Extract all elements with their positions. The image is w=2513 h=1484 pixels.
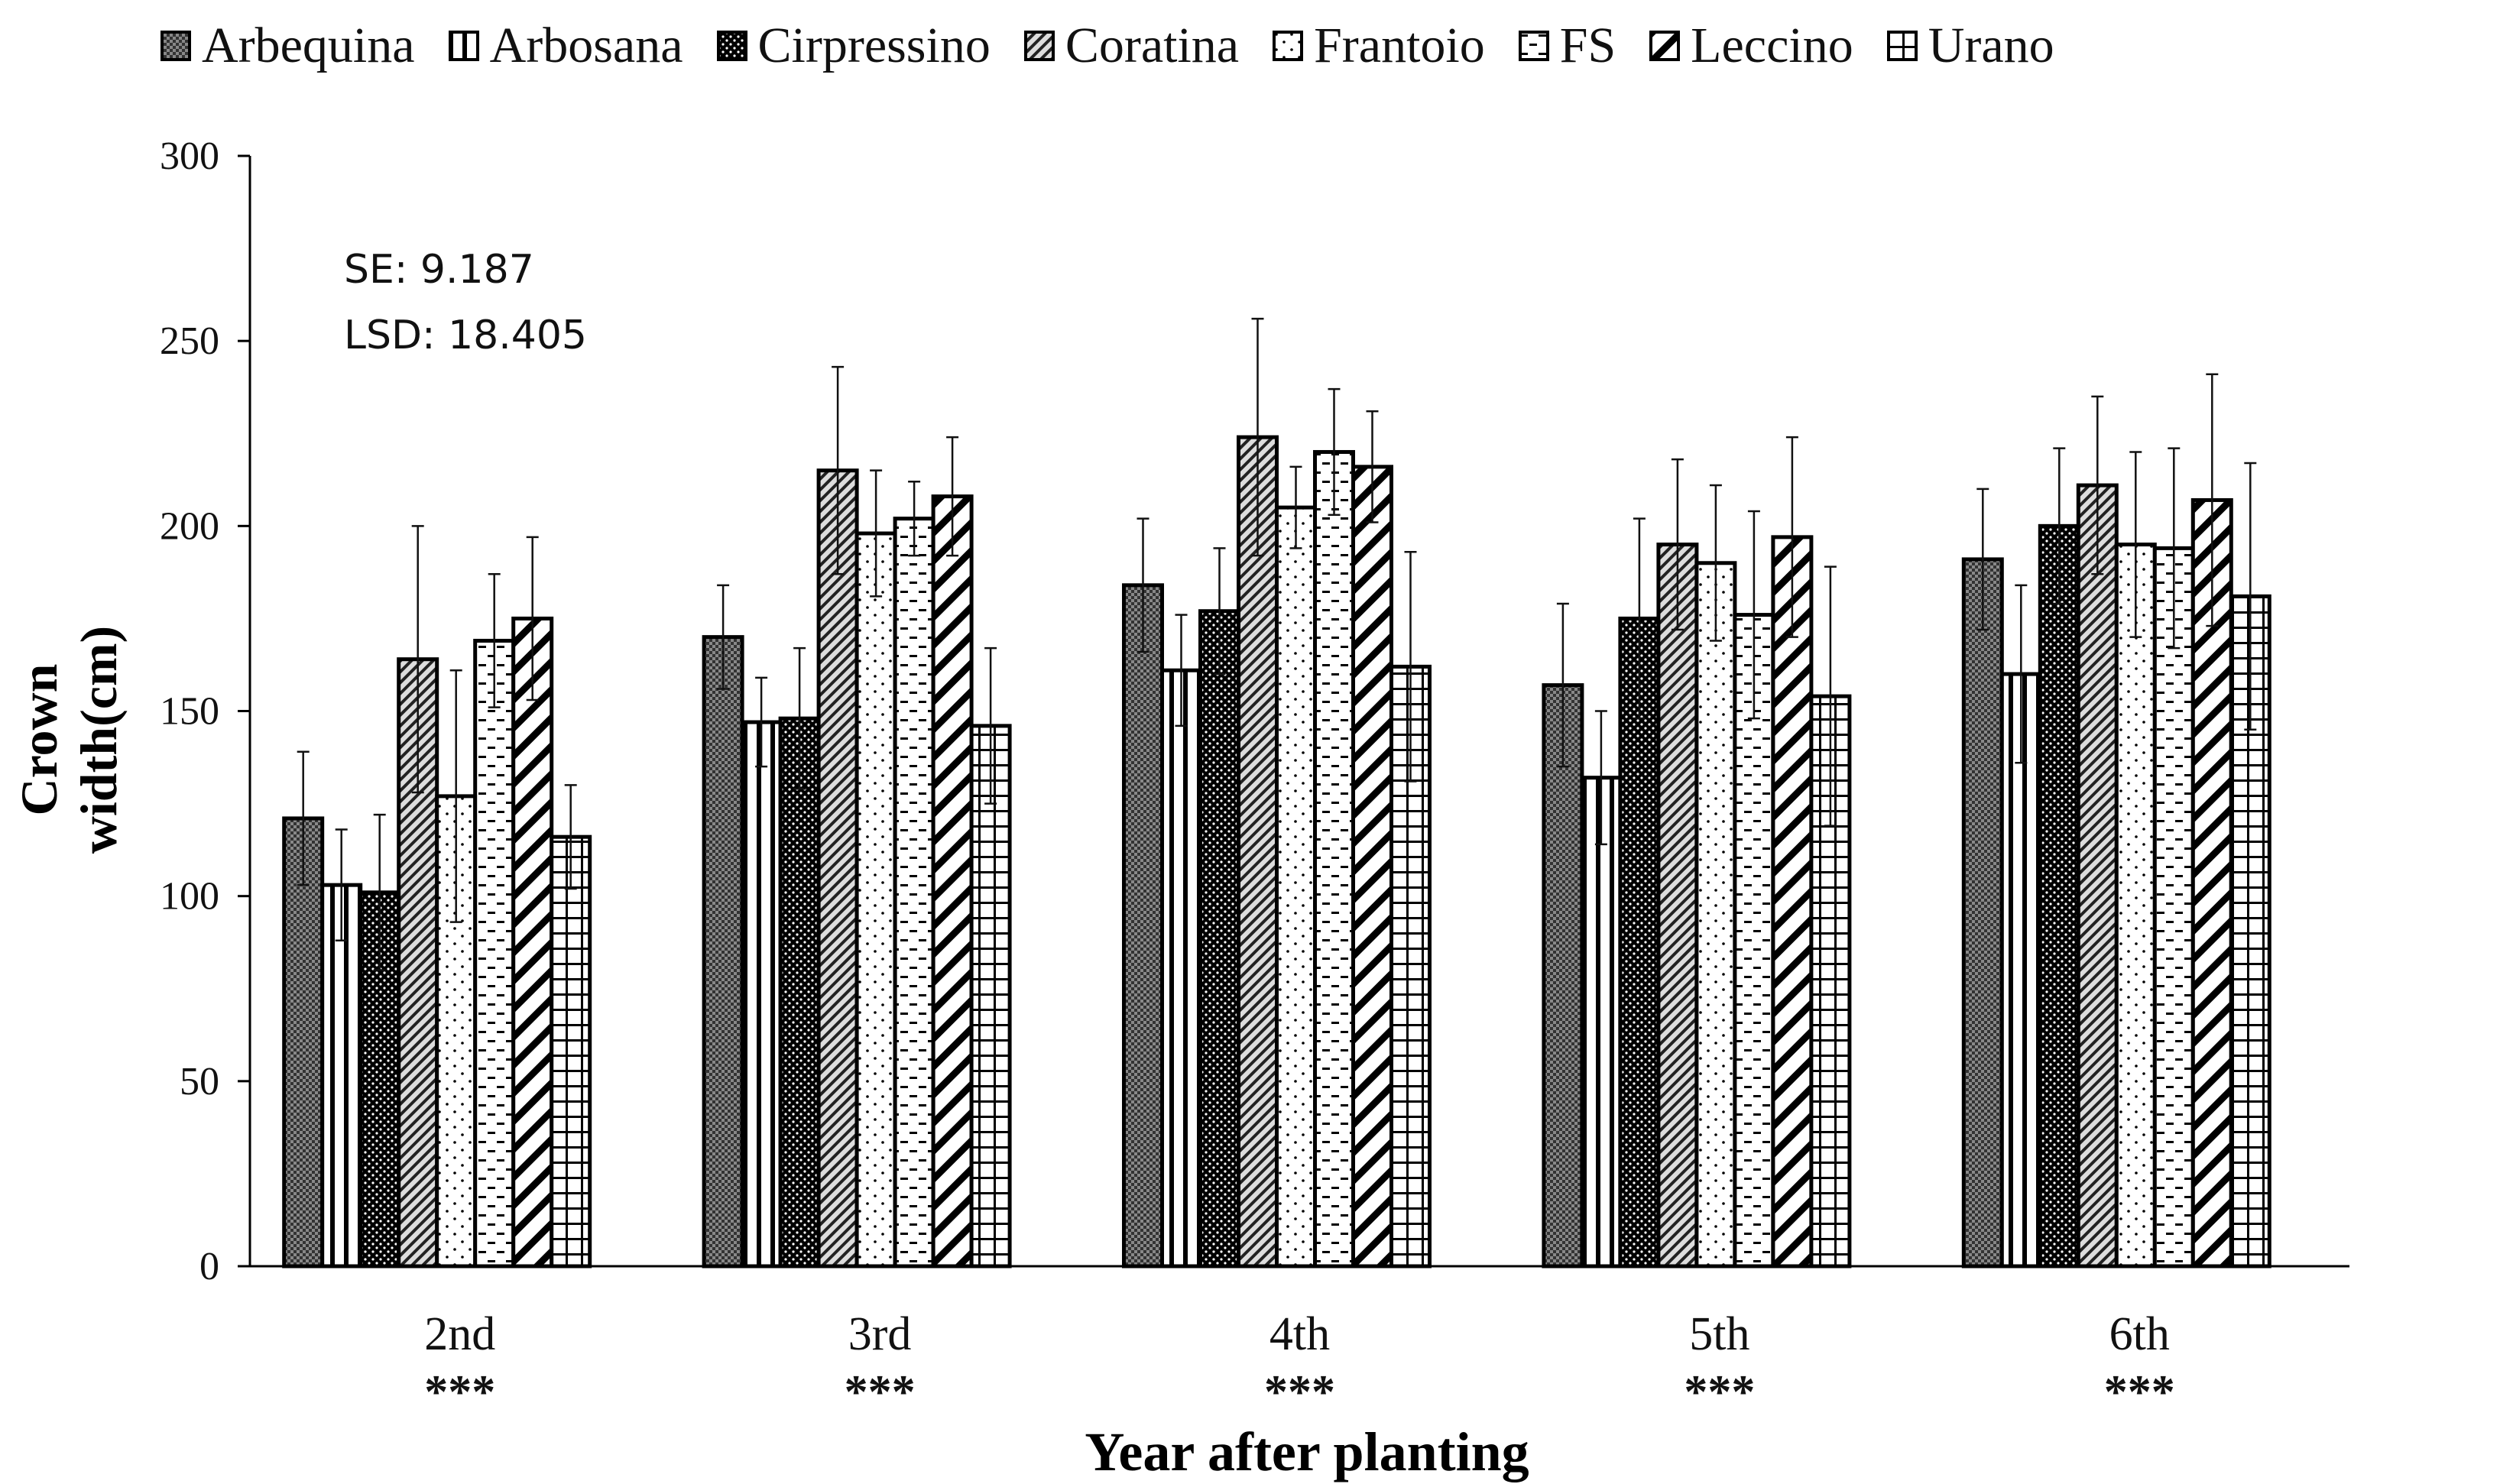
bar-leccino-3rd: [931, 494, 974, 1269]
bar-fs-2nd: [473, 638, 516, 1269]
se-annotation: SE: 9.187: [344, 247, 534, 293]
x-tick-label: 3rd: [848, 1308, 912, 1360]
bar-coratina-6th: [2076, 483, 2119, 1269]
bar-coratina-4th: [1237, 435, 1279, 1269]
bar-arbequina-4th: [1122, 583, 1164, 1269]
bar-arbosana-2nd: [320, 883, 363, 1269]
bar-arbequina-3rd: [702, 635, 744, 1269]
bar-coratina-5th: [1656, 543, 1699, 1269]
legend-label: Coratina: [1065, 18, 1240, 73]
legend-swatch: [1023, 31, 1055, 61]
stats-annotation: SE: 9.187 LSD: 18.405: [344, 237, 587, 368]
legend-item-leccino: Leccino: [1649, 17, 1853, 75]
bar-fs-6th: [2152, 546, 2195, 1269]
bar-cirpressino-4th: [1198, 609, 1240, 1269]
legend-label: Urano: [1928, 18, 2054, 73]
bar-frantoio-6th: [2114, 543, 2157, 1269]
x-tick-label: 2nd: [424, 1308, 495, 1360]
bar-arbequina-6th: [1961, 557, 2004, 1269]
significance-marker: ***: [2104, 1366, 2175, 1418]
bar-arbosana-5th: [1580, 776, 1623, 1269]
legend-swatch: [161, 31, 191, 61]
bar-leccino-6th: [2190, 497, 2233, 1269]
legend-item-fs: FS: [1518, 17, 1616, 75]
significance-marker: ***: [1684, 1366, 1755, 1418]
bar-frantoio-4th: [1275, 505, 1317, 1269]
y-tick-label: 250: [160, 319, 219, 363]
legend-label: Cirpressino: [757, 18, 991, 73]
y-tick-label: 300: [160, 134, 219, 178]
bar-frantoio-5th: [1694, 561, 1737, 1269]
legend-item-cirpressino: Cirpressino: [716, 17, 991, 75]
legend-swatch: [716, 31, 747, 61]
significance-marker: ***: [424, 1366, 495, 1418]
legend-label: Frantoio: [1314, 18, 1485, 73]
bar-arbosana-3rd: [740, 720, 783, 1269]
legend-swatch: [448, 31, 479, 61]
lsd-annotation: LSD: 18.405: [344, 313, 588, 358]
legend: Arbequina Arbosana Cirpressino Coratina Fran…: [161, 17, 2088, 75]
bar-fs-3rd: [893, 517, 935, 1269]
legend-swatch: [1649, 31, 1681, 61]
y-tick-label: 200: [160, 504, 219, 548]
bar-leccino-5th: [1771, 535, 1814, 1269]
legend-item-arbosana: Arbosana: [448, 17, 683, 75]
x-tick-label: 4th: [1269, 1308, 1330, 1360]
bar-coratina-3rd: [816, 468, 859, 1269]
legend-swatch: [1518, 31, 1549, 61]
x-axis-label: Year after planting: [1085, 1421, 1529, 1482]
significance-marker: ***: [845, 1366, 916, 1418]
bar-leccino-4th: [1351, 465, 1393, 1269]
legend-swatch: [1273, 31, 1304, 61]
y-tick-label: 0: [199, 1245, 219, 1288]
bar-frantoio-3rd: [854, 531, 897, 1269]
y-axis-label: Crown width(cm): [10, 625, 128, 854]
bar-arbequina-5th: [1542, 683, 1584, 1269]
y-tick-label: 50: [180, 1060, 219, 1103]
legend-item-urano: Urano: [1886, 17, 2054, 75]
bar-urano-3rd: [969, 724, 1012, 1269]
x-tick-label: 6th: [2109, 1308, 2170, 1360]
legend-item-frantoio: Frantoio: [1273, 17, 1485, 75]
legend-label: Leccino: [1691, 18, 1853, 73]
legend-label: FS: [1559, 18, 1616, 73]
legend-swatch: [1886, 31, 1918, 61]
significance-marker: ***: [1264, 1366, 1335, 1418]
bar-leccino-2nd: [511, 616, 554, 1269]
x-tick-label: 5th: [1689, 1308, 1749, 1360]
bar-cirpressino-3rd: [778, 716, 821, 1269]
bar-urano-2nd: [550, 834, 592, 1269]
legend-label: Arbosana: [489, 18, 683, 73]
legend-label: Arbequina: [202, 18, 415, 73]
legend-item-arbequina: Arbequina: [161, 17, 415, 75]
bar-cirpressino-5th: [1618, 616, 1661, 1269]
y-tick-label: 100: [160, 875, 219, 919]
bar-cirpressino-6th: [2038, 523, 2080, 1269]
y-tick-label: 150: [160, 690, 219, 734]
bar-arbosana-4th: [1160, 668, 1202, 1269]
bar-fs-4th: [1313, 449, 1355, 1269]
legend-item-coratina: Coratina: [1023, 17, 1240, 75]
